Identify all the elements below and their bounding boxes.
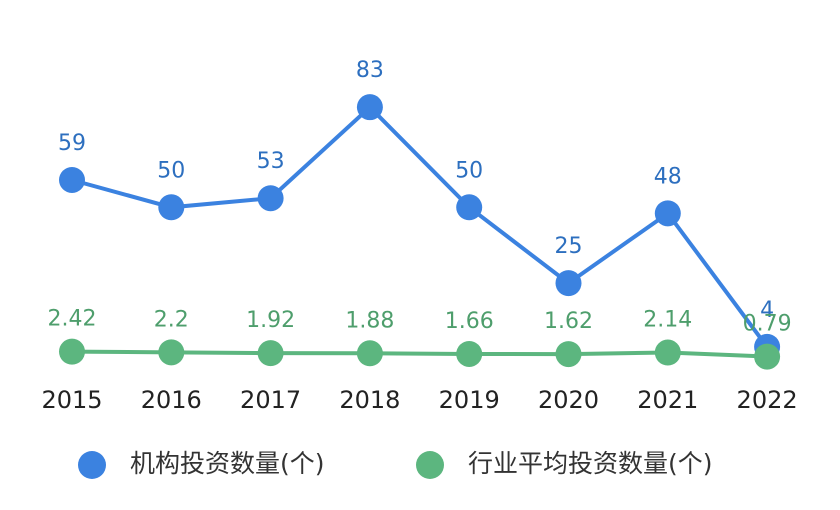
x-tick-label: 2020: [538, 386, 599, 414]
data-point: [654, 200, 681, 227]
legend-marker: [416, 451, 444, 479]
data-point: [754, 343, 781, 370]
series-line: [71, 349, 768, 359]
x-tick-label: 2017: [240, 386, 301, 414]
data-label: 83: [356, 58, 384, 83]
data-label: 4: [760, 298, 774, 323]
data-point: [456, 340, 483, 367]
data-label: 1.62: [544, 309, 593, 334]
x-tick-label: 2022: [737, 386, 798, 414]
x-tick-label: 2018: [339, 386, 400, 414]
data-point: [257, 185, 284, 212]
data-label: 1.92: [246, 308, 295, 333]
data-point: [654, 339, 681, 366]
data-label: 1.66: [445, 309, 494, 334]
data-point: [555, 341, 582, 368]
data-label: 2.14: [643, 308, 692, 333]
data-point: [456, 194, 483, 221]
data-label: 53: [257, 149, 285, 174]
data-label: 50: [455, 158, 483, 183]
legend-label: 机构投资数量(个): [130, 449, 325, 478]
data-label: 59: [58, 131, 86, 156]
data-point: [356, 340, 383, 367]
legend-marker: [78, 451, 106, 479]
series-line: [71, 104, 769, 349]
data-label: 2.42: [48, 307, 97, 332]
data-label: 25: [555, 234, 583, 259]
data-point: [158, 194, 185, 221]
data-label: 50: [157, 158, 185, 183]
data-point: [158, 339, 185, 366]
data-label: 0.79: [743, 312, 792, 337]
x-tick-label: 2016: [141, 386, 202, 414]
data-point: [356, 94, 383, 121]
data-point: [257, 340, 284, 367]
data-label: 1.88: [345, 308, 394, 333]
data-point: [59, 338, 85, 365]
x-tick-label: 2015: [41, 386, 102, 414]
data-point: [555, 270, 582, 297]
x-tick-label: 2019: [439, 386, 500, 414]
x-tick-label: 2021: [637, 386, 698, 414]
data-label: 48: [654, 164, 682, 189]
data-label: 2.2: [154, 307, 189, 332]
legend-label: 行业平均投资数量(个): [468, 449, 713, 478]
data-point: [59, 166, 85, 193]
